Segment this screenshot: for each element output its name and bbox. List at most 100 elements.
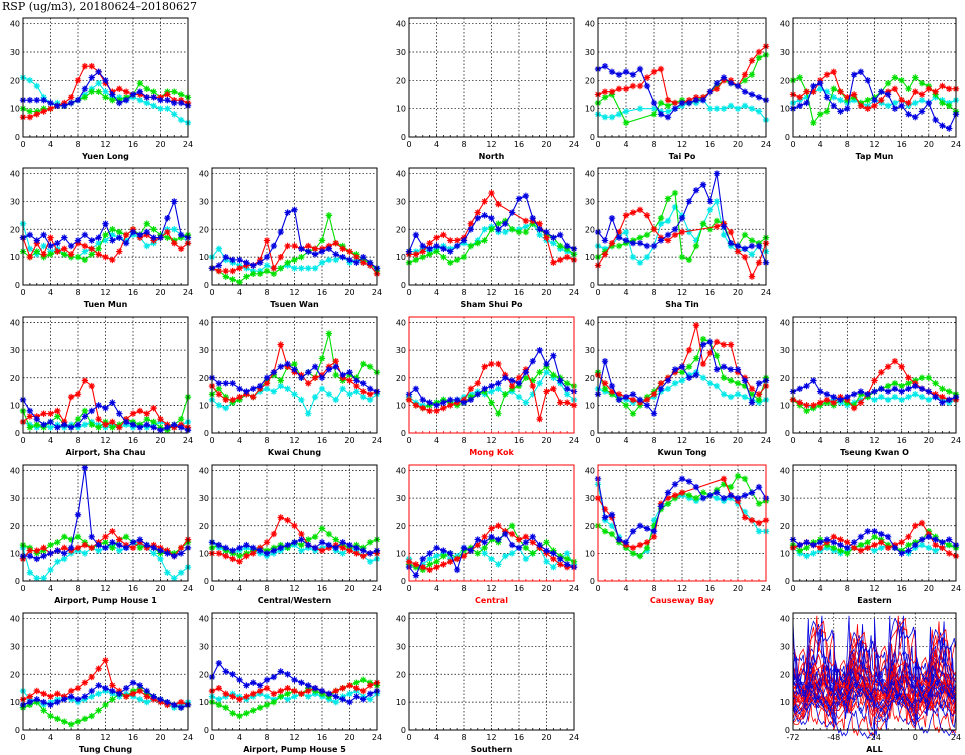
data-point-cyan [215,402,223,409]
data-point-blue [54,240,61,247]
x-tick-label: 24 [761,140,771,149]
data-point-blue [502,374,509,381]
data-point-blue [643,525,651,532]
data-point-red [360,552,367,560]
data-point-blue [26,231,34,239]
data-point-blue [222,253,229,261]
data-point-green [657,214,665,222]
y-tick-label: 0 [401,577,406,586]
data-point-blue [360,253,367,261]
data-point-cyan [366,696,374,703]
data-point-red [74,77,82,84]
data-point-green [939,385,946,393]
data-point-blue [325,366,333,373]
data-point-blue [360,696,367,703]
data-point-blue [353,544,360,552]
data-point-blue [74,237,82,244]
data-point-blue [318,374,326,381]
data-point-red [81,62,89,70]
y-tick-label: 20 [199,225,209,234]
data-point-blue [671,366,679,373]
panel-causeway-bay: 0 4 8 12 16 20 24 0 10 20 30 40 Causeway Bay [585,464,771,605]
data-point-red [563,399,571,406]
data-point-red [353,382,360,390]
data-point-blue [515,195,523,202]
data-point-blue [171,198,178,205]
data-point-green [643,544,651,552]
panel-yuen-long: 0 4 8 12 16 20 24 0 10 20 30 40 Yuen Long [10,17,193,161]
data-point-red [755,259,763,266]
x-tick-label: 12 [486,733,496,742]
y-tick-label: 10 [585,253,595,262]
data-point-green [33,248,40,255]
data-point-blue [177,424,185,431]
data-point-cyan [339,385,346,393]
data-point-green [741,231,749,239]
data-point-green [215,385,223,393]
data-point-red [837,88,844,95]
data-point-blue [136,231,144,239]
data-point-blue [33,96,40,104]
data-point-blue [215,659,223,667]
data-point-blue [657,111,665,118]
data-point-cyan [143,242,150,250]
data-point-blue [95,402,102,409]
data-point-green [164,234,171,241]
x-tick-label: 4 [818,140,823,149]
data-point-blue [622,393,630,401]
data-point-cyan [222,404,229,412]
data-point-blue [664,377,672,384]
data-point-cyan [816,85,824,93]
data-point-red [250,393,257,401]
data-point-cyan [905,393,912,401]
data-point-red [912,522,919,529]
data-point-red [177,544,185,552]
data-point-red [871,541,878,549]
data-point-green [74,718,82,725]
x-tick-label: 0 [209,733,214,742]
data-point-green [699,489,707,496]
x-tick-label: 0 [209,288,214,297]
data-point-cyan [332,396,339,404]
data-point-red [671,231,679,239]
data-point-cyan [622,228,630,236]
data-point-blue [727,366,735,373]
data-point-blue [366,690,374,697]
data-point-blue [88,533,95,541]
data-point-red [939,544,946,552]
data-point-cyan [40,575,47,582]
data-point-blue [136,536,144,543]
data-point-blue [291,539,298,546]
data-point-blue [932,393,939,401]
data-point-cyan [563,391,571,398]
data-point-cyan [116,547,123,554]
data-point-blue [353,693,360,700]
series-line-blue [792,670,957,715]
data-point-red [932,88,939,95]
data-point-red [810,88,817,95]
data-point-cyan [884,396,892,404]
data-point-red [136,407,144,415]
y-tick-label: 30 [585,494,595,503]
y-tick-label: 10 [10,253,20,262]
data-point-blue [109,687,116,695]
data-point-blue [481,385,488,393]
data-point-blue [878,88,885,95]
data-point-blue [229,380,236,387]
data-point-blue [650,528,658,535]
data-point-red [884,544,892,552]
data-point-red [164,91,171,98]
data-point-blue [157,234,164,241]
data-point-cyan [171,111,178,118]
data-point-red [215,685,223,692]
data-point-blue [311,363,319,370]
data-point-green [311,533,319,541]
data-point-blue [102,220,109,227]
data-point-red [236,265,243,272]
data-point-blue [67,424,75,431]
data-point-red [360,259,367,266]
x-tick-label: 16 [514,584,524,593]
data-point-cyan [215,245,223,252]
data-point-green [95,424,102,431]
data-point-blue [284,209,291,216]
